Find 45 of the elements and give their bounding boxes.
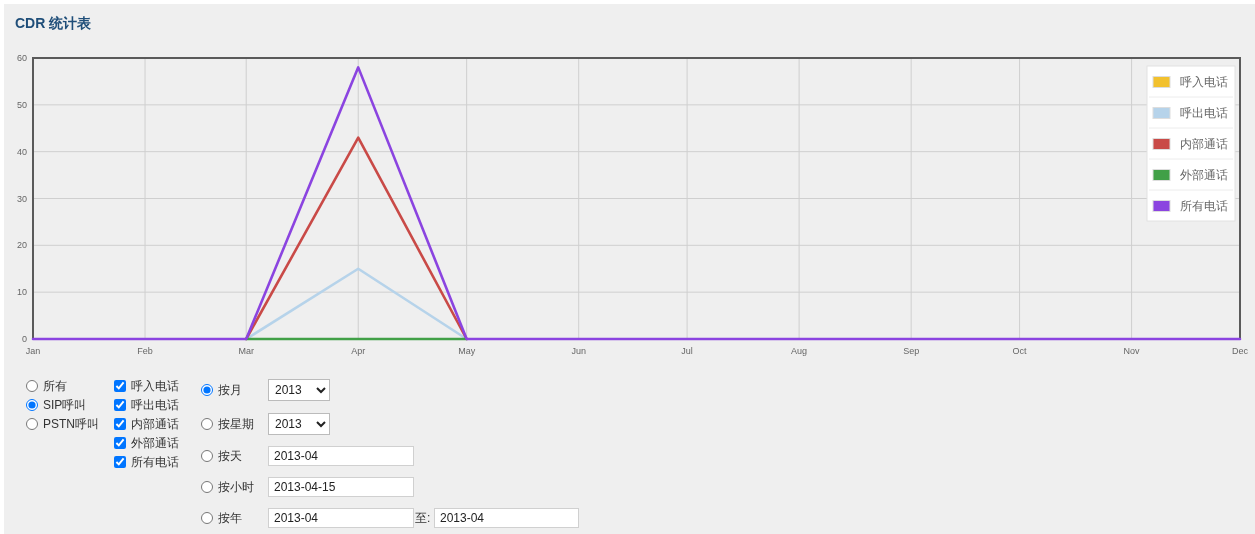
date-input: 2013-04 <box>268 508 414 528</box>
radio-label: 按月 <box>218 382 242 399</box>
x-tick-label: Nov <box>1123 346 1141 356</box>
x-tick-label: Jan <box>25 346 41 356</box>
title: CDR 统计表 <box>15 15 92 31</box>
radio-label: 按小时 <box>218 479 254 496</box>
x-tick-label: Oct <box>1012 346 1028 356</box>
checkbox-label: 所有电话 <box>131 454 179 471</box>
range-separator-label: 至: <box>415 510 431 527</box>
checkbox-label: 呼入电话 <box>131 378 179 395</box>
x-tick-label: Apr <box>351 346 366 356</box>
legend-label: 内部通话 <box>1180 136 1228 151</box>
x-tick-label: Dec <box>1231 346 1249 356</box>
legend-label: 外部通话 <box>1180 167 1228 182</box>
radio-label: 按星期 <box>218 416 254 433</box>
x-tick-label: Sep <box>903 346 920 356</box>
year-dropdown: 2013 <box>268 413 330 435</box>
date-input: 2013-04 <box>434 508 579 528</box>
checkbox-label: 内部通话 <box>131 416 179 433</box>
y-tick-label: 10 <box>16 287 27 298</box>
y-tick-label: 30 <box>16 193 27 204</box>
x-tick-label: Jul <box>681 346 693 356</box>
y-tick-label: 40 <box>16 146 27 157</box>
date-input: 2013-04-15 <box>268 477 414 497</box>
radio-label: 所有 <box>43 378 67 395</box>
radio-label: 按天 <box>218 448 242 465</box>
x-tick-label: Feb <box>137 346 153 356</box>
x-tick-label: May <box>458 346 476 356</box>
y-tick-label: 60 <box>16 53 27 63</box>
legend-label: 呼出电话 <box>1180 105 1228 120</box>
x-tick-label: Mar <box>238 346 254 356</box>
y-tick-label: 20 <box>16 240 27 251</box>
y-tick-label: 0 <box>21 334 27 344</box>
x-tick-label: Aug <box>791 346 808 356</box>
radio-label: SIP呼叫 <box>43 397 87 414</box>
radio-label: PSTN呼叫 <box>43 416 99 433</box>
radio-label: 按年 <box>218 510 242 527</box>
checkbox-label: 呼出电话 <box>131 397 179 414</box>
checkbox-label: 外部通话 <box>131 435 179 452</box>
date-input: 2013-04 <box>268 446 414 466</box>
legend-label: 呼入电话 <box>1180 74 1228 89</box>
legend-label: 所有电话 <box>1180 198 1228 213</box>
y-tick-label: 50 <box>16 99 27 110</box>
x-tick-label: Jun <box>571 346 586 356</box>
year-dropdown: 2013 <box>268 379 330 401</box>
